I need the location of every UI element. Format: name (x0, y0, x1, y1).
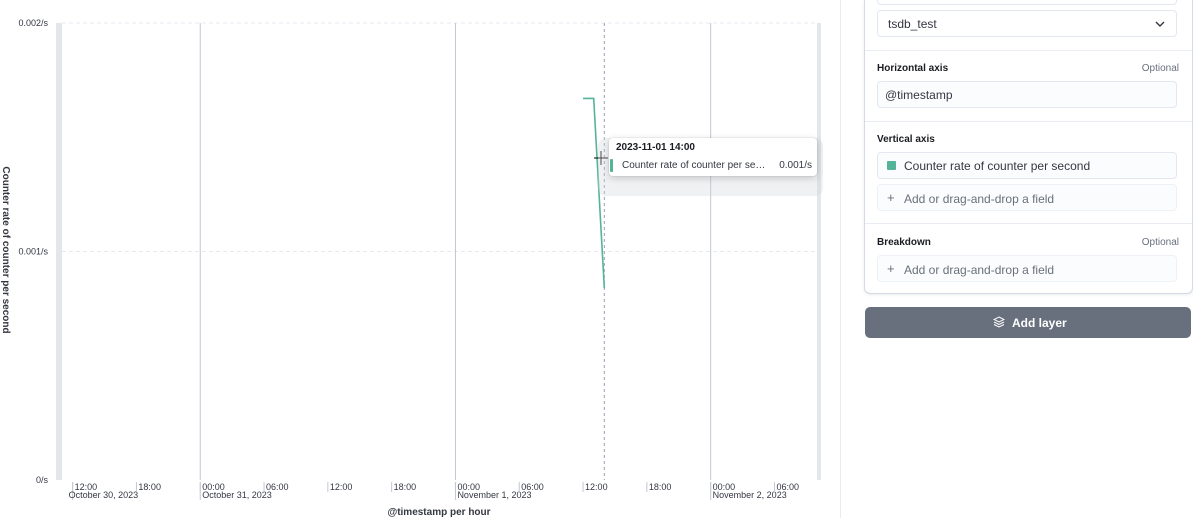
x-tick-label: 00:00 (713, 482, 736, 492)
plus-icon: + (887, 190, 895, 205)
vertical-axis-field[interactable]: Counter rate of counter per second (877, 152, 1177, 179)
x-axis-title: @timestamp per hour (387, 507, 490, 518)
index-select[interactable]: tsdb_test (877, 10, 1177, 37)
x-tick-label: 00:00 (202, 482, 225, 492)
divider (865, 223, 1192, 224)
x-tick-label: 12:00 (75, 482, 98, 492)
plus-icon: + (887, 261, 895, 276)
tooltip-title: 2023-11-01 14:00 (616, 142, 695, 153)
partial-top-field[interactable] (877, 0, 1177, 5)
horizontal-axis-optional: Optional (1141, 63, 1179, 74)
layer-config-panel: tsdb_test Horizontal axis Optional @time… (864, 0, 1193, 294)
y-tick-label: 0.002/s (18, 18, 48, 28)
tooltip-series-swatch (610, 159, 613, 172)
tooltip-series-label: Counter rate of counter per second (622, 160, 770, 171)
horizontal-axis-title: Horizontal axis (877, 63, 949, 74)
x-date-label: November 2, 2023 (713, 490, 787, 500)
x-date-label: October 30, 2023 (69, 490, 139, 500)
layers-icon (992, 316, 1006, 331)
horizontal-axis-field[interactable]: @timestamp (877, 81, 1177, 108)
add-field-label: Add or drag-and-drop a field (904, 192, 1055, 206)
chevron-down-icon (1154, 18, 1166, 33)
x-tick-label: 18:00 (649, 482, 672, 492)
breakdown-optional: Optional (1141, 237, 1179, 248)
plot-left-gutter (56, 23, 62, 480)
series-line (583, 97, 606, 289)
index-select-value: tsdb_test (888, 17, 937, 31)
horizontal-axis-value: @timestamp (885, 88, 953, 102)
add-field-label: Add or drag-and-drop a field (904, 263, 1055, 277)
x-tick-label: 12:00 (585, 482, 608, 492)
divider (865, 50, 1192, 51)
add-layer-button[interactable]: Add layer (865, 307, 1191, 338)
vertical-axis-title: Vertical axis (877, 134, 935, 145)
divider (865, 121, 1192, 122)
chart-tooltip: 2023-11-01 14:00 Counter rate of counter… (609, 138, 817, 176)
x-date-label: October 31, 2023 (202, 490, 272, 500)
x-tick-label: 18:00 (138, 482, 161, 492)
x-date-label: November 1, 2023 (457, 490, 531, 500)
vertical-axis-add-field[interactable]: + Add or drag-and-drop a field (877, 184, 1177, 211)
breakdown-add-field[interactable]: + Add or drag-and-drop a field (877, 255, 1177, 282)
x-tick-label: 06:00 (776, 482, 799, 492)
x-tick-label: 12:00 (330, 482, 353, 492)
x-tick-label: 06:00 (266, 482, 289, 492)
tooltip-value: 0.001/s (779, 160, 812, 171)
y-tick-label: 0.001/s (18, 247, 48, 257)
series-color-swatch (887, 161, 896, 170)
vertical-axis-value: Counter rate of counter per second (904, 159, 1091, 173)
x-tick-label: 06:00 (521, 482, 544, 492)
y-tick-label: 0/s (36, 475, 49, 485)
breakdown-title: Breakdown (877, 237, 931, 248)
plot-right-gutter (817, 23, 821, 480)
add-layer-label: Add layer (1012, 316, 1067, 330)
x-tick-label: 00:00 (457, 482, 480, 492)
x-tick-label: 18:00 (394, 482, 417, 492)
chart-area[interactable]: 0/s 0.001/s 0.002/s 12:00 October 30, 2023 18… (0, 0, 841, 518)
y-axis-title: Counter rate of counter per second (0, 166, 11, 333)
